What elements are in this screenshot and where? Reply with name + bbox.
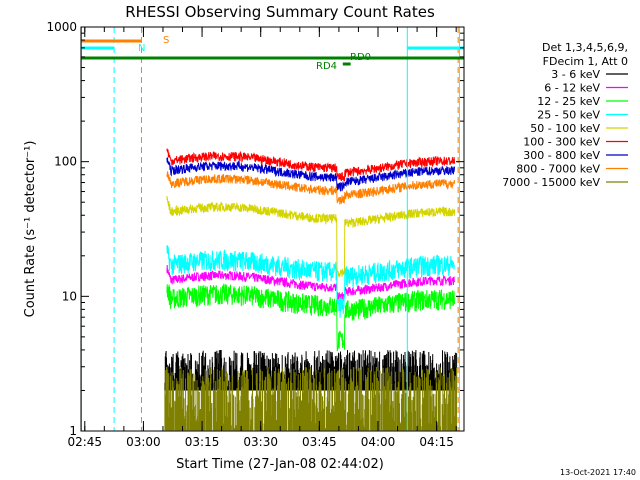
legend-header-2: FDecim 1, Att 0: [543, 55, 628, 68]
series-traces: [164, 148, 458, 431]
legend: Det 1,3,4,5,6,9, FDecim 1, Att 0 3 - 6 k…: [502, 41, 628, 189]
y-tick-label: 1: [69, 424, 77, 438]
x-axis: 02:45 03:00 03:15 03:30 03:45 04:00 04:15: [67, 27, 457, 449]
series-line-100-300keV: [166, 148, 456, 182]
chart-title: RHESSI Observing Summary Count Rates: [125, 3, 435, 21]
y-axis-label: Count Rate (s⁻¹ detector⁻¹): [23, 141, 38, 318]
x-tick-label: 02:45: [67, 435, 102, 449]
plot-frame: [80, 26, 465, 432]
x-tick-label: 03:45: [302, 435, 337, 449]
x-tick-label: 04:00: [361, 435, 396, 449]
legend-label: 300 - 800 keV: [523, 149, 600, 162]
status-markers: [81, 27, 464, 431]
series-line-6-12keV: [166, 264, 456, 302]
y-tick-label: 100: [54, 155, 77, 169]
legend-label: 800 - 7000 keV: [516, 163, 600, 176]
legend-label: 7000 - 15000 keV: [502, 176, 600, 189]
legend-label: 25 - 50 keV: [537, 109, 600, 122]
x-tick-label: 03:00: [126, 435, 161, 449]
legend-label: 100 - 300 keV: [523, 136, 600, 149]
rd4-label: RD4: [316, 61, 337, 72]
x-tick-label: 04:15: [419, 435, 454, 449]
x-axis-label: Start Time (27-Jan-08 02:44:02): [176, 457, 384, 472]
legend-label: 12 - 25 keV: [537, 95, 600, 108]
series-line-12-25keV: [166, 282, 456, 352]
y-tick-label: 1000: [46, 20, 77, 34]
s-flag-label: S: [163, 35, 169, 46]
legend-label: 3 - 6 keV: [551, 68, 600, 81]
x-tick-label: 03:15: [185, 435, 220, 449]
n-flag-label: N: [138, 43, 145, 54]
series-line-800-7000keV: [166, 171, 456, 205]
y-tick-label: 10: [62, 289, 77, 303]
x-tick-label: 03:30: [243, 435, 278, 449]
legend-label: 50 - 100 keV: [530, 122, 600, 135]
series-line-300-800keV: [166, 157, 456, 192]
series-line-50-100keV: [166, 195, 456, 278]
legend-label: 6 - 12 keV: [544, 82, 600, 95]
legend-header-1: Det 1,3,4,5,6,9,: [542, 41, 628, 54]
series-line-25-50keV: [166, 245, 456, 318]
rd0-label: RD0: [350, 52, 371, 63]
series-line-7000-15000keV: [164, 366, 458, 431]
footer-timestamp: 13-Oct-2021 17:40: [560, 468, 636, 477]
